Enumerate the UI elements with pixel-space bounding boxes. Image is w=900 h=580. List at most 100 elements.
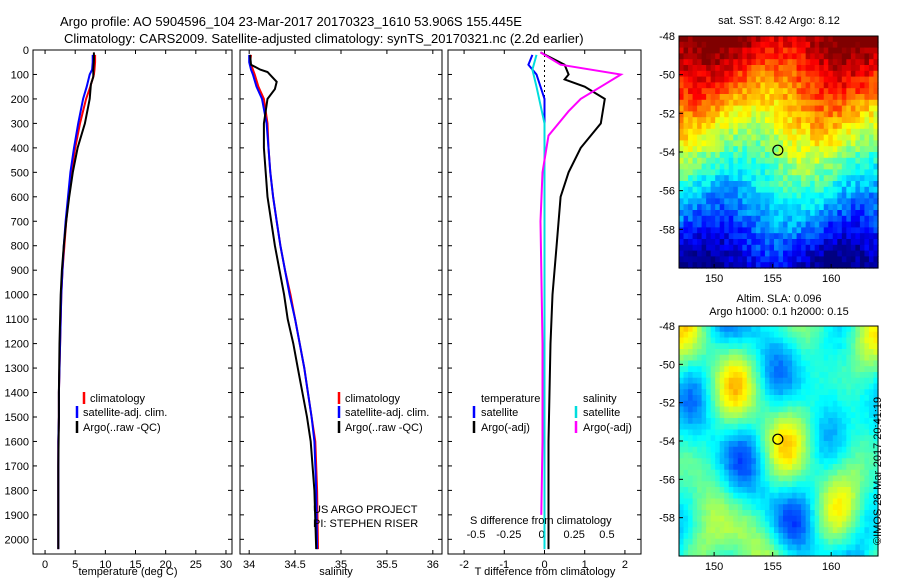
map-cell — [868, 233, 875, 240]
map-cell — [724, 429, 730, 436]
map-cell — [814, 544, 820, 551]
map-cell — [828, 515, 834, 523]
map-cell — [841, 111, 847, 118]
map-cell — [841, 140, 847, 147]
map-cell — [773, 105, 780, 112]
map-cell — [805, 117, 811, 124]
map-cell — [742, 354, 748, 362]
map-cell — [873, 163, 879, 170]
map-cell — [683, 515, 689, 523]
map-cell — [805, 262, 811, 269]
y-tick-label: 800 — [11, 241, 29, 253]
y-tick-label: 100 — [11, 69, 29, 81]
map-cell — [855, 418, 861, 425]
map-cell — [832, 169, 838, 176]
map-cell — [855, 475, 861, 482]
map-cell — [715, 372, 721, 379]
map-cell — [683, 538, 689, 546]
map-cell — [787, 65, 793, 72]
map-cell — [832, 221, 838, 228]
map-cell — [787, 354, 793, 362]
map-cell — [868, 515, 875, 523]
x-tick-label: 2 — [622, 559, 628, 571]
map-cell — [778, 372, 784, 379]
map-cell — [814, 140, 820, 147]
map-cell — [855, 186, 861, 194]
map-cell — [805, 395, 811, 402]
map-cell — [810, 406, 816, 413]
map-cell — [810, 354, 816, 362]
map-cell — [832, 140, 838, 147]
map-cell — [778, 429, 784, 436]
map-cell — [737, 481, 743, 488]
map-cell — [855, 343, 861, 350]
map-cell — [828, 99, 834, 107]
map-cell — [783, 233, 789, 240]
map-cell — [778, 389, 784, 396]
map-cell — [864, 233, 870, 240]
map-cell — [733, 464, 739, 471]
map-cell — [787, 435, 793, 442]
map-cell — [692, 441, 698, 448]
map-cell — [710, 527, 716, 534]
map-cell — [742, 88, 748, 95]
map-cell — [755, 88, 762, 95]
map-cell — [706, 533, 712, 540]
map-cell — [719, 487, 725, 494]
map-cell — [801, 504, 807, 511]
map-cell — [746, 366, 752, 373]
map-cell — [801, 157, 807, 165]
map-cell — [710, 117, 716, 124]
map-cell — [787, 492, 793, 500]
map-cell — [792, 181, 798, 188]
map-cell — [706, 377, 712, 385]
map-cell — [701, 227, 707, 234]
map-cell — [692, 175, 698, 182]
map-cell — [783, 88, 789, 95]
map-cell — [751, 349, 757, 356]
map-cell — [787, 70, 793, 78]
map-cell — [778, 215, 784, 223]
map-cell — [773, 47, 780, 54]
map-cell — [792, 53, 798, 60]
map-cell — [819, 383, 825, 390]
map-cell — [737, 412, 743, 419]
map-cell — [787, 383, 793, 390]
map-cell — [751, 227, 757, 234]
map-cell — [769, 400, 775, 408]
map-cell — [701, 105, 707, 112]
map-cell — [868, 544, 875, 551]
map-cell — [814, 157, 820, 165]
map-cell — [773, 70, 780, 78]
map-cell — [864, 198, 870, 205]
map-cell — [846, 377, 852, 385]
map-cell — [692, 538, 698, 546]
map-cell — [859, 105, 866, 112]
map-cell — [778, 53, 784, 60]
map-cell — [688, 244, 694, 252]
map-cell — [837, 544, 843, 551]
map-cell — [715, 128, 721, 136]
map-cell — [868, 198, 875, 205]
map-cell — [846, 515, 852, 523]
map-cell — [715, 395, 721, 402]
map-cell — [764, 452, 771, 459]
map-cell — [828, 469, 834, 477]
map-cell — [837, 244, 843, 252]
map-cell — [823, 343, 829, 350]
map-cell — [783, 134, 789, 141]
y-tick-label: 500 — [11, 167, 29, 179]
map-cell — [760, 418, 766, 425]
map-cell — [688, 221, 694, 228]
map-cell — [778, 481, 784, 488]
map-cell — [746, 215, 752, 223]
map-cell — [868, 343, 875, 350]
map-cell — [868, 498, 875, 505]
map-cell — [728, 210, 734, 217]
map-cell — [737, 215, 743, 223]
map-cell — [792, 70, 798, 78]
map-cell — [873, 354, 879, 362]
map-cell — [710, 349, 716, 356]
map-cell — [787, 47, 793, 54]
sla-map-title-1: Altim. SLA: 0.096 — [737, 293, 822, 305]
